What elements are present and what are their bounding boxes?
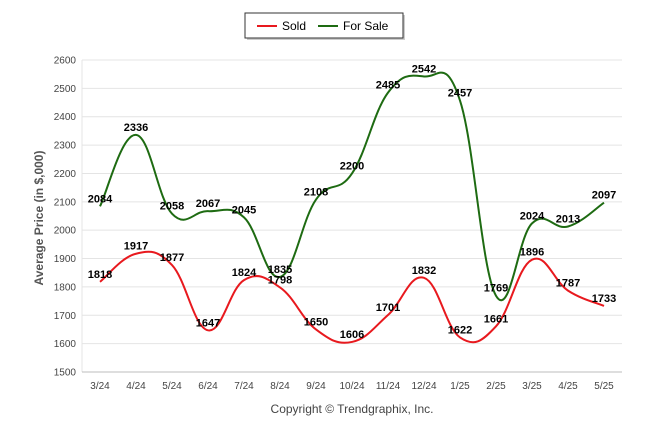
- data-label: 1877: [160, 252, 184, 264]
- data-label: 1896: [520, 247, 544, 259]
- data-label: 1661: [484, 313, 508, 325]
- data-label: 1650: [304, 316, 328, 328]
- x-tick-label: 8/24: [270, 381, 290, 392]
- y-tick-label: 1600: [54, 339, 77, 350]
- data-label: 2200: [340, 160, 364, 172]
- data-label: 1769: [484, 283, 508, 295]
- y-tick-label: 2400: [54, 112, 77, 123]
- data-label: 1606: [340, 329, 364, 341]
- x-tick-label: 7/24: [234, 381, 254, 392]
- data-label: 1917: [124, 241, 148, 253]
- data-label: 1832: [412, 265, 436, 277]
- y-tick-label: 1700: [54, 311, 77, 322]
- data-label: 1818: [88, 269, 112, 281]
- y-tick-label: 2200: [54, 169, 77, 180]
- data-label: 2457: [448, 88, 472, 100]
- x-tick-label: 12/24: [411, 381, 436, 392]
- data-label: 1787: [556, 278, 580, 290]
- series-lines: [99, 71, 605, 344]
- y-tick-label: 2000: [54, 226, 77, 237]
- data-label: 1622: [448, 324, 472, 336]
- y-tick-label: 2300: [54, 141, 77, 152]
- data-label: 2084: [88, 193, 113, 205]
- x-tick-label: 3/24: [90, 381, 110, 392]
- data-label: 2542: [412, 63, 436, 75]
- legend-entry: For Sale: [343, 19, 389, 33]
- data-label: 1733: [592, 293, 616, 305]
- data-label: 1835: [268, 264, 292, 276]
- data-label: 2485: [376, 80, 400, 92]
- x-tick-label: 5/24: [162, 381, 182, 392]
- data-label: 2336: [124, 122, 148, 134]
- data-label: 2058: [160, 201, 184, 213]
- x-tick-label: 5/25: [594, 381, 614, 392]
- x-tick-label: 11/24: [376, 381, 401, 392]
- x-tick-label: 4/25: [558, 381, 578, 392]
- x-tick-label: 1/25: [450, 381, 470, 392]
- series-line-0: [99, 250, 605, 344]
- data-label: 1798: [268, 274, 292, 286]
- data-label: 1824: [232, 267, 257, 279]
- y-tick-label: 2100: [54, 197, 77, 208]
- x-axis: 3/24 4/24 5/24 6/24 7/24 8/24 9/24 10/24 11/24 12…: [90, 381, 614, 392]
- x-tick-label: 6/24: [198, 381, 218, 392]
- y-tick-label: 2600: [54, 56, 77, 67]
- copyright-credit: Copyright © Trendgraphix, Inc.: [271, 402, 434, 416]
- data-label: 2067: [196, 198, 220, 210]
- x-tick-label: 3/25: [522, 381, 542, 392]
- y-axis-label: Average Price (in $,000): [32, 151, 46, 286]
- y-tick-label: 1900: [54, 254, 77, 265]
- data-label: 1701: [376, 302, 400, 314]
- data-labels: 1818 1917 1877 1647 1824 1798 1650 1606 1701 1832…: [88, 63, 616, 340]
- y-axis: 1500 1600 1700 1800 1900 2000 2100 2200 2300 2400…: [54, 56, 77, 379]
- data-label: 2108: [304, 187, 328, 199]
- y-tick-label: 1500: [54, 368, 77, 379]
- data-label: 2024: [520, 210, 545, 222]
- legend: Sold For Sale: [244, 12, 405, 40]
- series-line-1: [99, 71, 605, 301]
- data-label: 2045: [232, 204, 256, 216]
- legend-entry: Sold: [282, 19, 306, 33]
- y-tick-label: 1800: [54, 282, 77, 293]
- y-tick-label: 2500: [54, 84, 77, 95]
- x-tick-label: 2/25: [486, 381, 506, 392]
- x-tick-label: 4/24: [126, 381, 146, 392]
- data-label: 2097: [592, 190, 616, 202]
- x-tick-label: 9/24: [306, 381, 326, 392]
- data-label: 2013: [556, 213, 580, 225]
- x-tick-label: 10/24: [339, 381, 364, 392]
- data-label: 1647: [196, 317, 220, 329]
- gridlines: [81, 59, 622, 373]
